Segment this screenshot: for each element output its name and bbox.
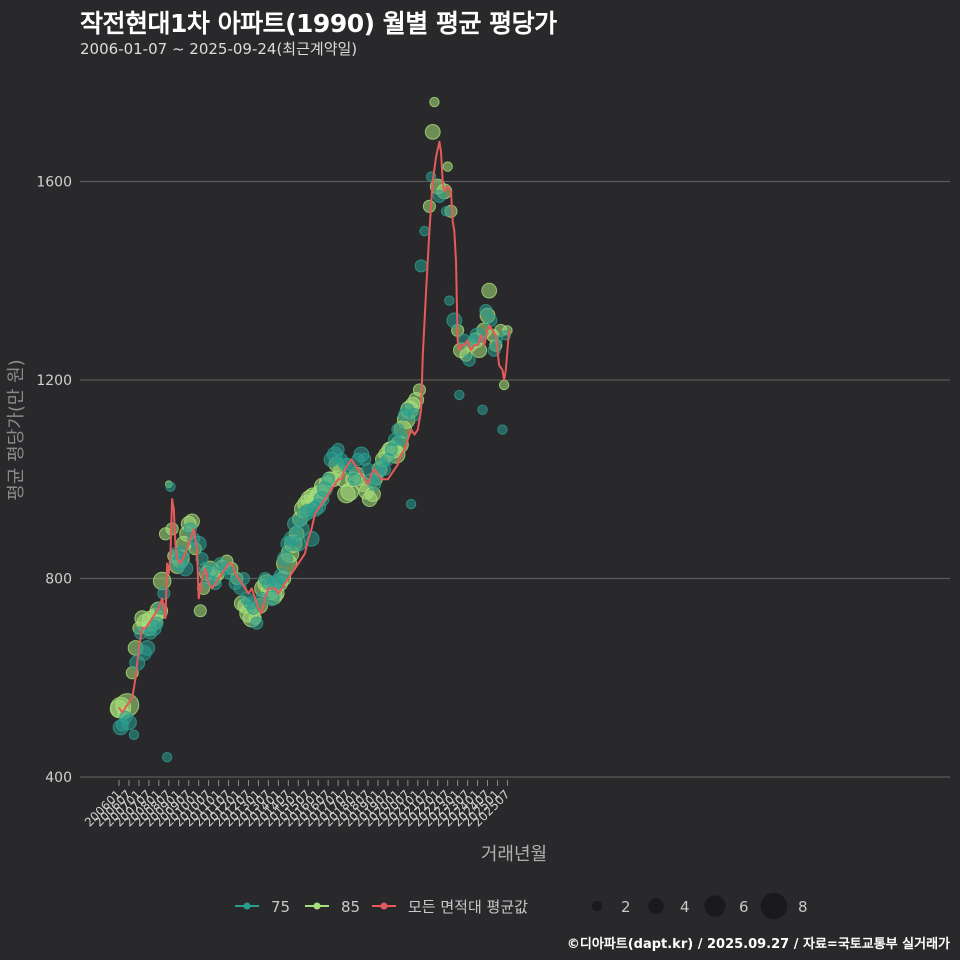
point-85 [412, 383, 427, 397]
legend-size-6 [704, 895, 726, 917]
point-75 [293, 520, 310, 537]
page-title: 작전현대1차 아파트(1990) 월별 평균 평당가 [80, 9, 557, 38]
point-75 [432, 189, 446, 203]
y-tick-label: 1600 [36, 175, 72, 191]
point-75 [157, 586, 171, 600]
point-75 [190, 535, 207, 552]
point-75 [161, 751, 173, 763]
point-75 [121, 714, 137, 731]
point-85 [429, 96, 440, 108]
grid-lines [80, 180, 950, 778]
legend-size-4 [648, 898, 664, 914]
point-75 [419, 225, 430, 237]
legend-label-1: 85 [341, 898, 360, 916]
point-85 [424, 123, 441, 140]
point-75 [290, 535, 307, 552]
legend-label-2: 모든 면적대 평균값 [408, 898, 528, 916]
point-85 [442, 161, 453, 172]
y-tick-label: 1200 [36, 373, 72, 389]
point-85 [193, 604, 207, 618]
legend-size-label: 8 [798, 898, 808, 916]
point-75 [321, 472, 335, 486]
point-75 [497, 424, 508, 435]
point-75 [150, 616, 164, 630]
legend-size-8 [760, 892, 788, 920]
point-75 [484, 313, 498, 328]
point-85 [422, 199, 436, 213]
point-75 [128, 729, 140, 741]
legend-size-2 [591, 900, 603, 912]
y-tick-label: 400 [45, 770, 72, 786]
y-tick-label: 800 [45, 572, 72, 588]
legend-dot-2 [380, 902, 388, 910]
legend-dot-1 [313, 902, 321, 910]
point-75 [250, 616, 264, 630]
point-75 [405, 498, 417, 510]
point-85 [481, 282, 498, 299]
point-85 [498, 379, 510, 391]
point-75 [139, 640, 156, 656]
average-price-line [118, 140, 511, 714]
point-75 [454, 389, 465, 401]
point-75 [414, 259, 428, 273]
legend-label-0: 75 [271, 898, 290, 916]
y-axis-label: 평균 평당가(만 원) [6, 359, 27, 500]
source-caption: ©디아파트(dapt.kr) / 2025.09.27 / 자료=국토교통부 실… [566, 937, 950, 952]
legend-size-label: 2 [621, 898, 631, 916]
legend-dot-0 [243, 902, 251, 910]
page-subtitle: 2006-01-07 ~ 2025-09-24(최근계약일) [80, 40, 358, 58]
point-75 [177, 560, 194, 577]
legend-size-label: 6 [739, 898, 749, 916]
average-line [118, 140, 511, 714]
point-75 [348, 472, 362, 486]
point-75 [444, 295, 455, 306]
axes: 4008001200160020060120060720070120070720… [36, 175, 512, 830]
point-75 [477, 404, 488, 415]
point-75 [277, 550, 293, 567]
point-75 [446, 312, 463, 329]
x-axis-label: 거래년월 [481, 844, 547, 865]
point-75 [462, 353, 476, 367]
point-75 [440, 206, 452, 217]
legend-size-label: 4 [680, 898, 690, 916]
legend: 75 85 모든 면적대 평균값 2 4 6 8 [235, 892, 808, 920]
point-75 [165, 481, 176, 492]
